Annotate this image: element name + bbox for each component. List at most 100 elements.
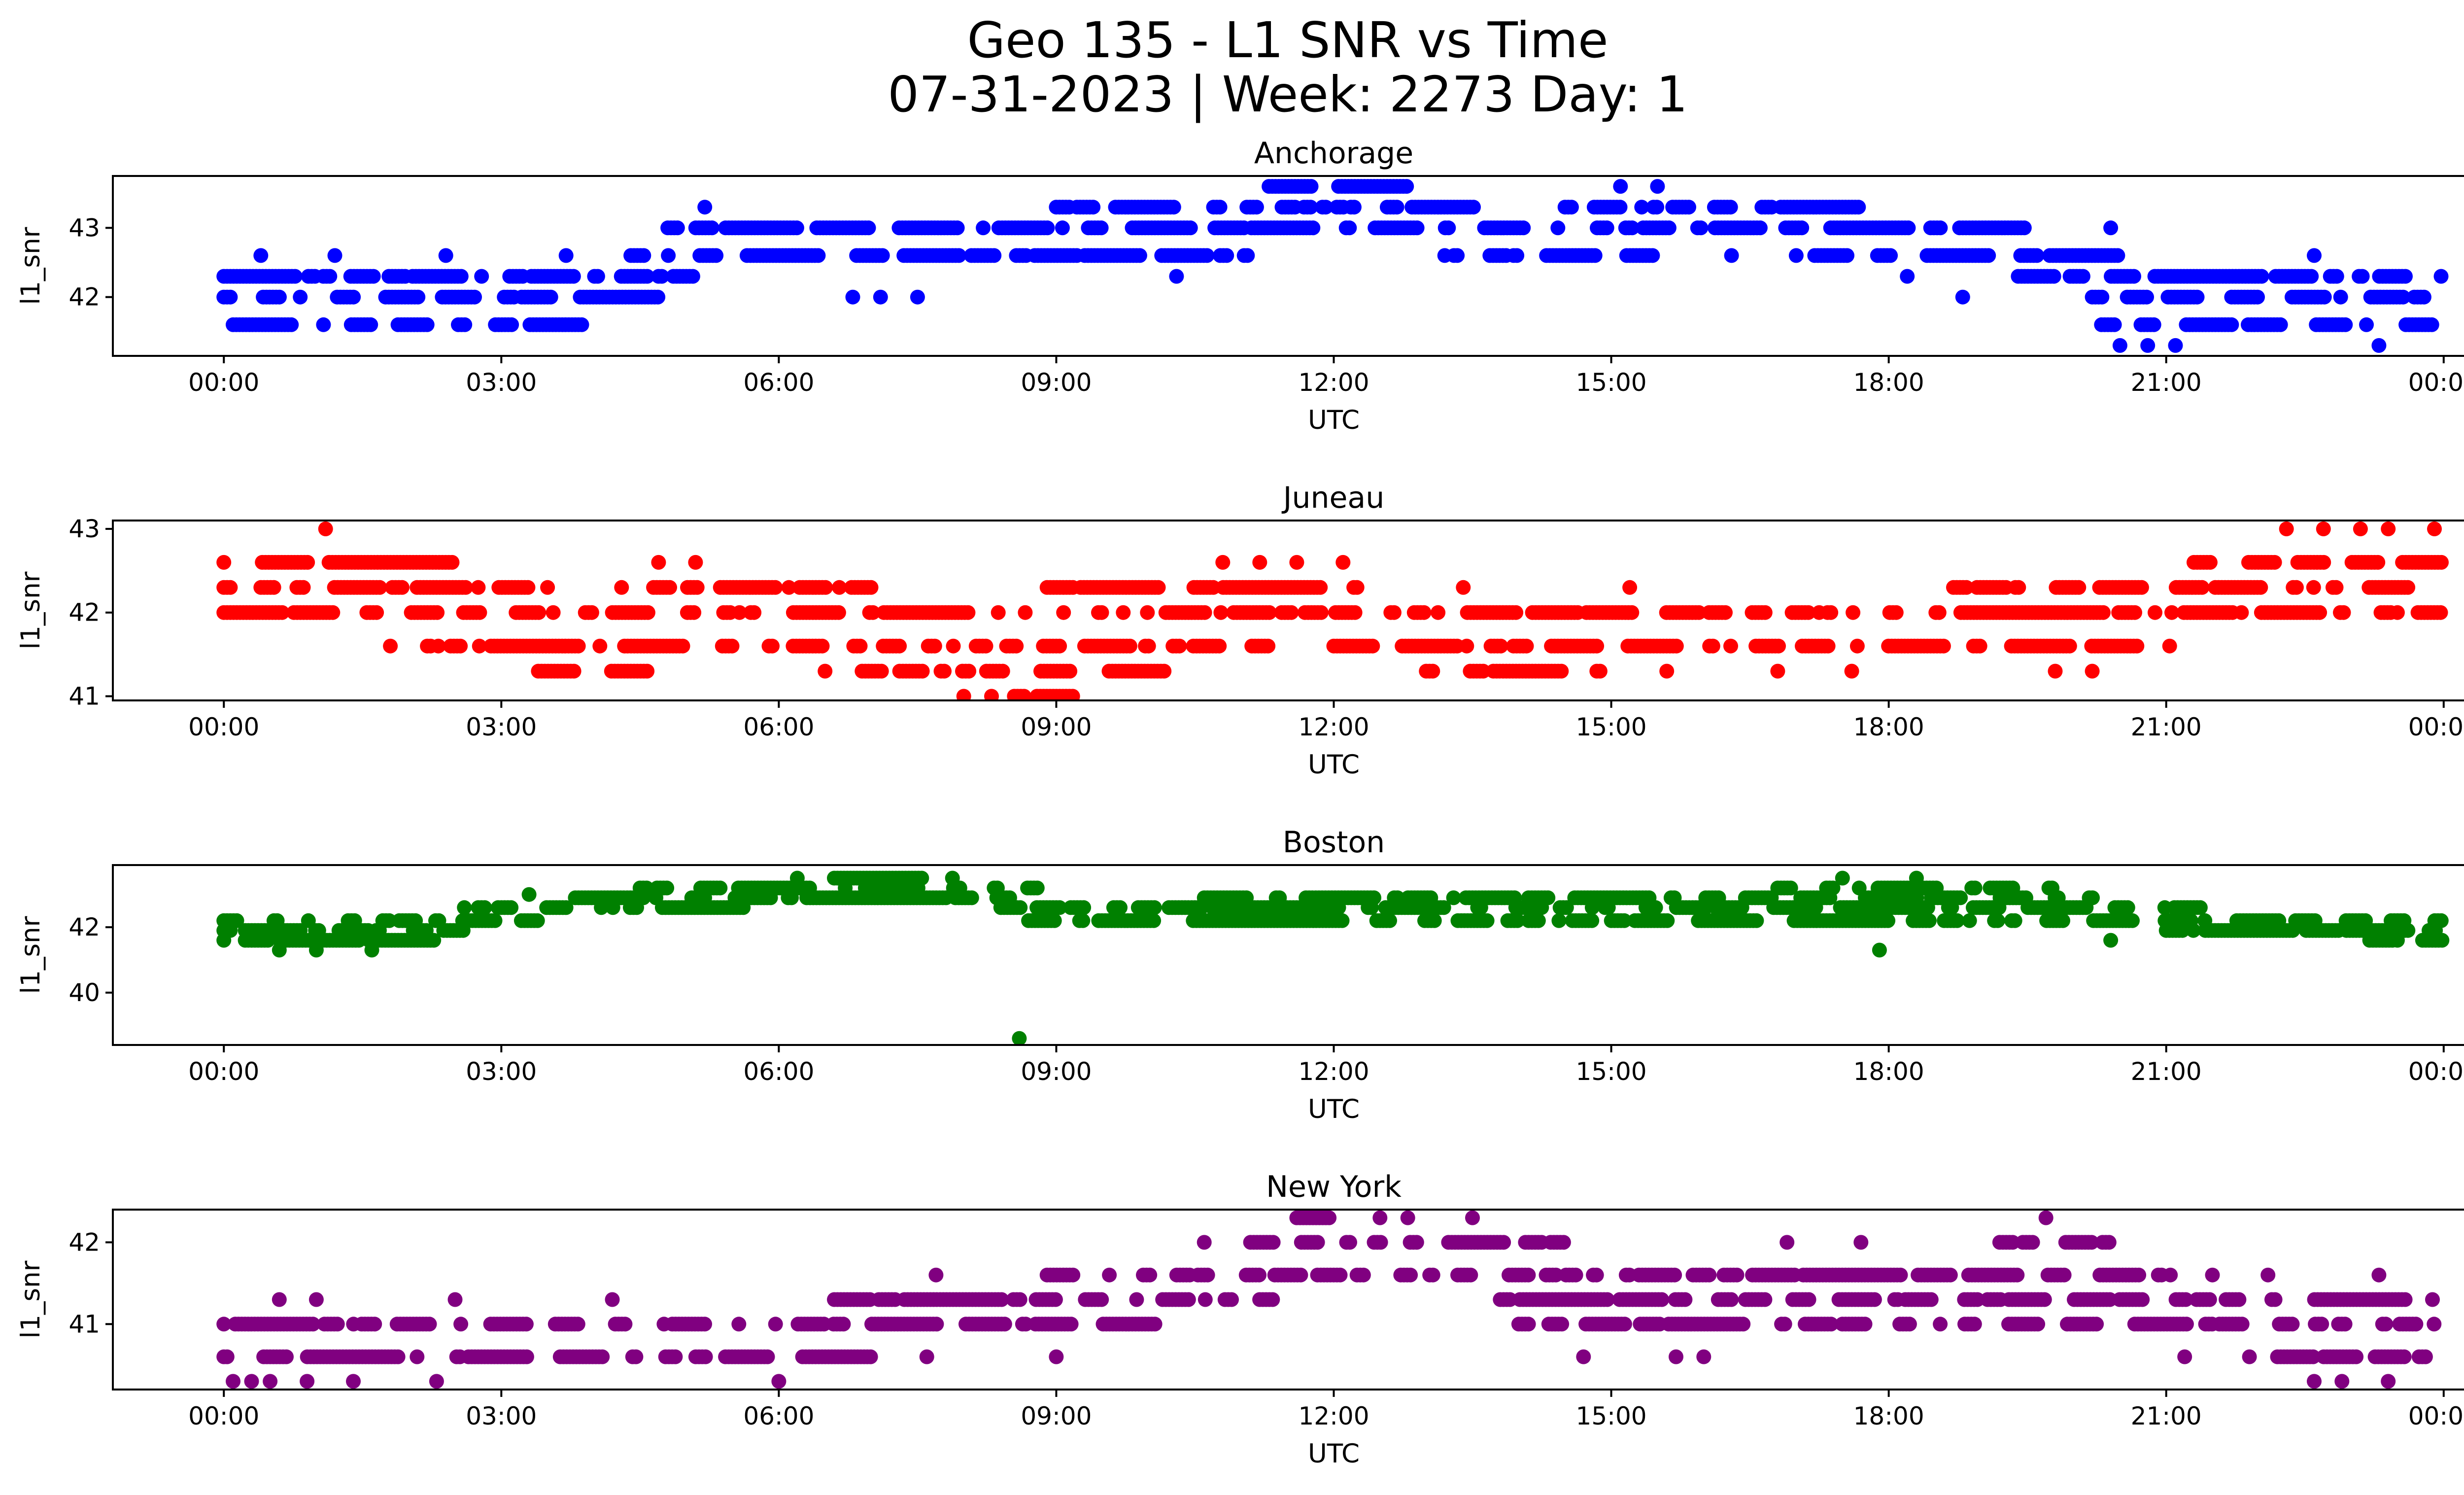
- data-point: [2103, 933, 2119, 948]
- data-point: [2179, 1317, 2194, 1332]
- data-point: [1729, 1267, 1745, 1283]
- data-point: [1463, 1267, 1478, 1283]
- data-point: [1749, 913, 1764, 928]
- data-point: [1346, 200, 1362, 215]
- data-point: [2131, 1267, 2147, 1283]
- data-point: [438, 248, 453, 263]
- x-tick-label: 03:00: [466, 1057, 537, 1086]
- data-point: [651, 555, 666, 570]
- data-point: [2427, 522, 2442, 536]
- data-point: [2260, 1267, 2276, 1283]
- data-point: [2125, 913, 2140, 928]
- data-point: [2370, 555, 2386, 570]
- data-point: [590, 269, 605, 284]
- data-point: [863, 580, 879, 595]
- data-point: [1056, 605, 1071, 620]
- data-point: [1013, 900, 1028, 915]
- data-point: [1181, 1292, 1196, 1307]
- data-point: [1240, 248, 1255, 263]
- data-point: [1519, 638, 1534, 654]
- x-tick-label: 21:00: [2131, 1402, 2202, 1430]
- data-point: [1933, 1317, 1948, 1332]
- data-point: [1427, 913, 1442, 928]
- data-point: [836, 1317, 851, 1332]
- data-point: [1365, 638, 1380, 654]
- data-point: [946, 638, 961, 654]
- data-point: [2085, 890, 2100, 905]
- data-point: [951, 248, 966, 263]
- data-point: [1624, 220, 1640, 236]
- data-point: [272, 1292, 287, 1307]
- data-point: [2285, 1317, 2300, 1332]
- data-point: [1102, 1267, 1117, 1283]
- data-point: [1823, 1317, 1839, 1332]
- data-point: [2139, 289, 2154, 305]
- data-point: [1617, 913, 1632, 928]
- data-point: [1953, 890, 1968, 905]
- data-point: [1146, 913, 1162, 928]
- data-point: [1200, 1267, 1215, 1283]
- data-point: [2333, 289, 2348, 305]
- x-tick-label: 06:00: [743, 713, 814, 741]
- data-point: [1521, 1317, 1536, 1332]
- data-point: [270, 913, 285, 928]
- data-point: [2055, 913, 2070, 928]
- y-tick-label: 43: [68, 515, 100, 543]
- data-point: [1613, 179, 1628, 194]
- data-point: [1531, 913, 1546, 928]
- data-point: [431, 913, 446, 928]
- data-point: [1425, 663, 1440, 679]
- data-point: [1409, 220, 1425, 236]
- data-point: [639, 880, 654, 896]
- data-point: [1584, 913, 1600, 928]
- data-point: [1450, 248, 1465, 263]
- data-point: [1400, 1210, 1415, 1225]
- data-point: [815, 638, 830, 654]
- data-point: [1667, 890, 1682, 905]
- data-point: [1950, 913, 1965, 928]
- data-point: [411, 289, 426, 305]
- data-point: [1667, 1267, 1682, 1283]
- data-point: [2134, 580, 2149, 595]
- data-point: [991, 605, 1006, 620]
- data-point: [747, 605, 762, 620]
- data-point: [1972, 638, 1987, 654]
- data-point: [873, 289, 888, 305]
- data-point: [1212, 638, 1227, 654]
- data-point: [1052, 900, 1067, 915]
- x-tick-label: 12:00: [1298, 713, 1369, 741]
- data-point: [263, 1374, 278, 1389]
- data-point: [2304, 269, 2319, 284]
- data-point: [1403, 1267, 1418, 1283]
- data-point: [2316, 555, 2331, 570]
- figure-title-line2: 07-31-2023 | Week: 2273 Day: 1: [888, 66, 1688, 123]
- data-point: [892, 638, 907, 654]
- data-point: [2038, 1210, 2053, 1225]
- data-point: [2289, 580, 2304, 595]
- data-point: [984, 689, 999, 700]
- data-point: [2267, 1292, 2283, 1307]
- data-point: [1466, 200, 1481, 215]
- data-point: [1933, 220, 1948, 236]
- data-point: [1752, 220, 1768, 236]
- data-point: [1508, 605, 1524, 620]
- data-point: [832, 580, 847, 595]
- data-point: [1576, 1349, 1591, 1364]
- data-point: [2425, 1292, 2440, 1307]
- data-point: [219, 1349, 235, 1364]
- data-point: [2338, 317, 2353, 332]
- data-point: [1431, 605, 1446, 620]
- data-point: [244, 1374, 259, 1389]
- data-point: [2349, 1349, 2364, 1364]
- data-point: [765, 638, 780, 654]
- data-point: [318, 522, 333, 536]
- data-point: [2371, 338, 2387, 353]
- data-point: [818, 663, 833, 679]
- data-point: [1624, 605, 1640, 620]
- data-point: [1783, 880, 1798, 896]
- data-point: [698, 1349, 713, 1364]
- data-point: [1399, 179, 1414, 194]
